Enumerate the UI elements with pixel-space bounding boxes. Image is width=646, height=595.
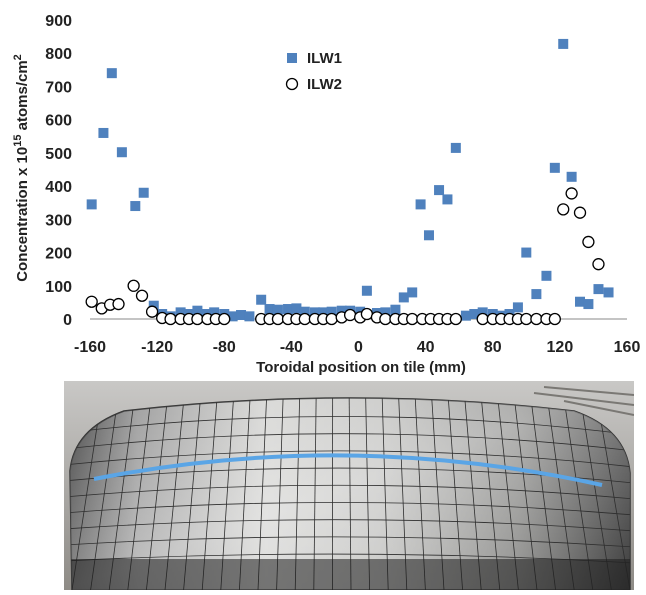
x-axis-title: Toroidal position on tile (mm) (256, 359, 466, 376)
ilw2-point (477, 314, 488, 325)
ilw2-point (558, 204, 569, 215)
x-tick-label: -120 (141, 339, 173, 356)
y-axis: 0 100 200 300 400 500 600 700 800 900 (45, 13, 72, 329)
ilw1-point (521, 248, 531, 258)
x-tick-label: -40 (280, 339, 303, 356)
y-tick-label: 100 (45, 279, 72, 296)
ilw2-point (531, 314, 542, 325)
ilw2-point (137, 290, 148, 301)
ilw2-point (128, 280, 139, 291)
legend-entry-ilw2: ILW2 (287, 76, 343, 93)
legend-marker-ilw1 (287, 53, 297, 63)
legend: ILW1 ILW2 (287, 50, 343, 93)
ilw1-point (593, 284, 603, 294)
tile-base-shadow (64, 559, 634, 590)
ilw1-point (117, 147, 127, 157)
y-tick-label: 800 (45, 46, 72, 63)
ilw1-point (434, 185, 444, 195)
ilw1-point (451, 143, 461, 153)
ilw1-point (583, 299, 593, 309)
ilw2-point (549, 314, 560, 325)
y-tick-label: 200 (45, 246, 72, 263)
ilw1-point (139, 188, 149, 198)
ilw1-point (407, 287, 417, 297)
ilw2-point (361, 309, 372, 320)
ilw2-point (380, 314, 391, 325)
ilw1-point (567, 172, 577, 182)
ilw2-point (575, 207, 586, 218)
ilw2-point (192, 314, 203, 325)
ilw2-point (299, 314, 310, 325)
data-marks (86, 39, 613, 325)
legend-marker-ilw2 (287, 79, 298, 90)
y-tick-label: 500 (45, 146, 72, 163)
ilw2-point (583, 236, 594, 247)
y-tick-label: 0 (63, 312, 72, 329)
ilw1-point (130, 201, 140, 211)
ilw1-point (107, 68, 117, 78)
ilw1-point (442, 194, 452, 204)
ilw1-point (541, 271, 551, 281)
ilw2-point (593, 259, 604, 270)
ilw1-point (244, 311, 254, 321)
y-tick-label: 300 (45, 212, 72, 229)
ilw1-point (98, 128, 108, 138)
ilw1-point (513, 302, 523, 312)
ilw2-point (407, 314, 418, 325)
ilw2-point (86, 296, 97, 307)
ilw1-point (256, 295, 266, 305)
tile-photo (64, 381, 634, 590)
ilw2-point (147, 306, 158, 317)
ilw2-point (326, 314, 337, 325)
ilw2-point (345, 310, 356, 321)
legend-entry-ilw1: ILW1 (287, 50, 342, 67)
ilw1-point (416, 199, 426, 209)
x-tick-label: 80 (484, 339, 502, 356)
ilw2-point (165, 314, 176, 325)
ilw1-point (362, 286, 372, 296)
x-tick-label: -160 (74, 339, 106, 356)
ilw1-point (550, 163, 560, 173)
ilw1-point (558, 39, 568, 49)
y-tick-label: 700 (45, 79, 72, 96)
y-axis-title: Concentration x 1015 atoms/cm2 (12, 54, 31, 282)
concentration-scatter-chart: -160 -120 -80 -40 0 40 80 120 160 0 100 200 300 400 5… (0, 0, 646, 381)
ilw2-point (566, 188, 577, 199)
y-tick-label: 600 (45, 113, 72, 130)
ilw2-point (450, 314, 461, 325)
legend-label-ilw1: ILW1 (307, 50, 342, 67)
x-tick-label: 160 (614, 339, 641, 356)
ilw1-point (604, 287, 614, 297)
x-tick-label: -80 (213, 339, 236, 356)
ilw2-point (272, 314, 283, 325)
y-tick-label: 900 (45, 13, 72, 30)
x-tick-label: 120 (547, 339, 574, 356)
ilw1-point (424, 230, 434, 240)
ilw2-point (113, 299, 124, 310)
x-tick-label: 40 (417, 339, 435, 356)
x-tick-label: 0 (354, 339, 363, 356)
y-tick-label: 400 (45, 179, 72, 196)
ilw1-point (87, 199, 97, 209)
ilw1-point (531, 289, 541, 299)
ilw2-point (521, 314, 532, 325)
legend-label-ilw2: ILW2 (307, 76, 342, 93)
ilw2-point (219, 314, 230, 325)
